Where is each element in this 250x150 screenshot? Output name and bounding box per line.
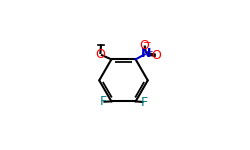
Text: O: O <box>139 39 149 52</box>
Text: N: N <box>141 47 151 60</box>
Text: F: F <box>140 96 147 109</box>
Text: +: + <box>145 47 153 56</box>
Text: O: O <box>96 48 105 61</box>
Text: O: O <box>152 49 161 62</box>
Text: −: − <box>142 38 151 48</box>
Text: F: F <box>99 95 106 108</box>
